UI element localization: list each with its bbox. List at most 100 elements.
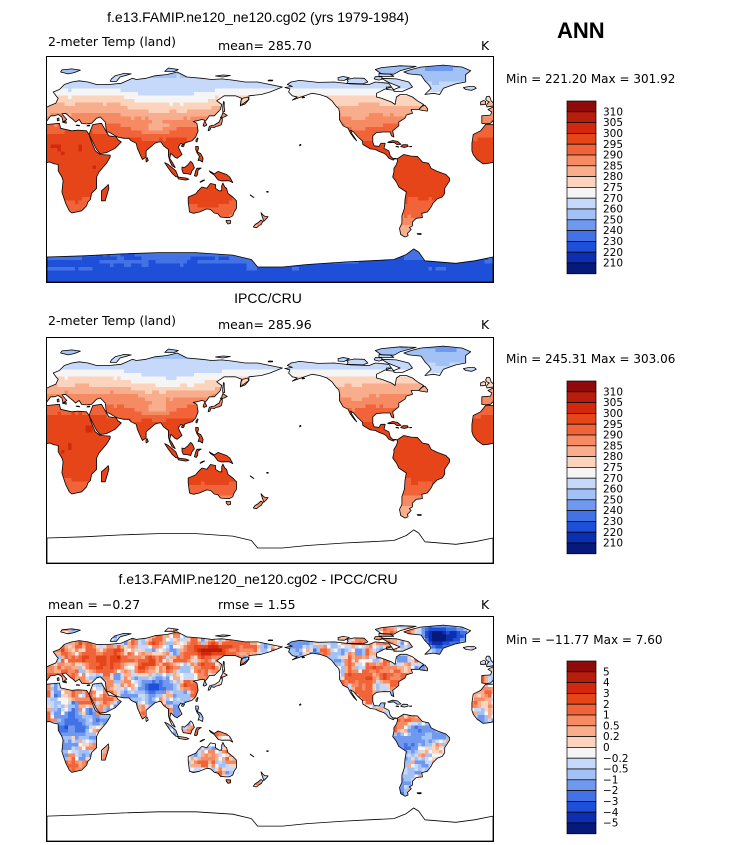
- panel1-variable: 2-meter Temp (land): [48, 34, 176, 49]
- colorbar-box: [566, 165, 597, 177]
- colorbar-box: [566, 542, 597, 555]
- coastlines: [47, 64, 493, 282]
- panel1-colorbar: 310 305 300 295 290 285 280 275 270 260 250 240 230 2…: [566, 100, 627, 276]
- panel3-mean-label: mean =: [48, 597, 98, 612]
- colorbar-tick-label: −4: [603, 807, 619, 819]
- panel2-colorbar-svg: 3103053002952902852802752702602502402302…: [566, 380, 623, 555]
- colorbar-tick-label: 250: [603, 494, 623, 506]
- panel2-colorbar: 310 305 300 295 290 285 280 275 270 260 250 240 230 2…: [566, 380, 627, 556]
- panel2-map: [46, 337, 494, 564]
- colorbar-box: [566, 736, 597, 748]
- panel1-max-label: Max =: [591, 72, 630, 86]
- colorbar-box: [566, 714, 597, 727]
- panel3-minmax: Min = −11.77 Max = 7.60: [506, 633, 662, 647]
- panel1-title: f.e13.FAMIP.ne120_ne120.cg02 (yrs 1979-1…: [0, 9, 516, 25]
- panel1-min-value: 221.20: [545, 72, 587, 86]
- panel3-title: f.e13.FAMIP.ne120_ne120.cg02 - IPCC/CRU: [0, 571, 516, 587]
- colorbar-tick-label: −1: [603, 774, 618, 786]
- colorbar-box: [566, 143, 597, 156]
- panel3-units: K: [481, 597, 489, 612]
- colorbar-tick-label: 280: [603, 451, 623, 463]
- colorbar-tick-label: 300: [603, 128, 623, 140]
- colorbar-box: [566, 251, 597, 264]
- colorbar-tick-label: 260: [603, 204, 623, 216]
- colorbar-tick-label: 305: [603, 117, 623, 129]
- colorbar-box: [566, 413, 597, 425]
- colorbar-tick-label: 240: [603, 225, 623, 237]
- panel2-title: IPCC/CRU: [0, 290, 536, 306]
- panel3-mean-value: −0.27: [102, 597, 140, 612]
- map-field-cells: [47, 65, 493, 282]
- panel1-max-value: 301.92: [633, 72, 675, 86]
- colorbar-tick-label: 295: [603, 139, 623, 151]
- colorbar-box: [566, 154, 597, 167]
- colorbar-tick-label: 310: [603, 106, 623, 118]
- colorbar-box: [566, 531, 597, 544]
- colorbar-box: [566, 111, 597, 123]
- colorbar-box: [566, 747, 597, 759]
- colorbar-tick-label: 230: [603, 236, 623, 248]
- panel2-minmax: Min = 245.31 Max = 303.06: [506, 352, 675, 366]
- panel1-map-svg: [47, 64, 493, 282]
- colorbar-box: [566, 133, 597, 145]
- colorbar-tick-label: 300: [603, 408, 623, 420]
- colorbar-tick-label: 285: [603, 440, 623, 452]
- panel2-max-label: Max =: [591, 352, 630, 366]
- colorbar-box: [566, 499, 597, 511]
- panel2-mean-label: mean=: [218, 317, 264, 332]
- panel3-mean: mean = −0.27: [48, 597, 140, 612]
- colorbar-tick-label: 220: [603, 247, 623, 259]
- colorbar-box: [566, 187, 597, 199]
- colorbar-box: [566, 241, 597, 253]
- colorbar-tick-label: 290: [603, 430, 623, 442]
- colorbar-box: [566, 703, 597, 716]
- colorbar-tick-label: 310: [603, 386, 623, 398]
- panel3-rmse-label: rmse =: [218, 597, 264, 612]
- colorbar-box: [566, 445, 597, 457]
- panel2-map-svg: [47, 345, 493, 563]
- colorbar-box: [566, 391, 597, 403]
- colorbar-tick-label: 3: [603, 688, 610, 700]
- colorbar-box: [566, 725, 597, 737]
- colorbar-box: [566, 230, 597, 242]
- colorbar-tick-label: 285: [603, 160, 623, 172]
- colorbar-tick-label: 0.2: [603, 731, 620, 743]
- colorbar-box: [566, 477, 597, 490]
- colorbar-tick-label: 0: [603, 742, 610, 754]
- colorbar-box: [566, 693, 597, 705]
- panel1-units: K: [481, 38, 489, 53]
- colorbar-box: [566, 402, 597, 414]
- colorbar-tick-label: 260: [603, 484, 623, 496]
- colorbar-tick-label: −2: [603, 785, 618, 797]
- colorbar-box: [566, 434, 597, 447]
- colorbar-box: [566, 521, 597, 533]
- colorbar-box: [566, 768, 597, 781]
- colorbar-tick-label: 305: [603, 397, 623, 409]
- colorbar-box: [566, 176, 597, 188]
- colorbar-box: [566, 660, 597, 673]
- colorbar-box: [566, 380, 597, 393]
- colorbar-tick-label: 0.5: [603, 720, 620, 732]
- colorbar-tick-label: −0.2: [603, 753, 629, 765]
- panel1-min-label: Min =: [506, 72, 541, 86]
- colorbar-box: [566, 822, 597, 835]
- colorbar-box: [566, 456, 597, 468]
- panel2-mean: mean= 285.96: [218, 317, 312, 332]
- panel3-max-value: 7.60: [636, 633, 663, 647]
- panel2-min-label: Min =: [506, 352, 541, 366]
- panel2-mean-value: 285.96: [268, 317, 312, 332]
- colorbar-tick-label: 275: [603, 182, 623, 194]
- colorbar-box: [566, 682, 597, 694]
- panel3-rmse: rmse = 1.55: [218, 597, 296, 612]
- panel2-units: K: [481, 317, 489, 332]
- panel1-minmax: Min = 221.20 Max = 301.92: [506, 72, 675, 86]
- colorbar-tick-label: 230: [603, 516, 623, 528]
- colorbar-box: [566, 208, 597, 221]
- colorbar-tick-label: −0.5: [603, 764, 629, 776]
- map-field-cells: [47, 346, 493, 518]
- panel2-max-value: 303.06: [633, 352, 675, 366]
- colorbar-tick-label: −3: [603, 796, 618, 808]
- colorbar-tick-label: 210: [603, 258, 623, 270]
- colorbar-tick-label: −5: [603, 818, 618, 830]
- panel3-min-label: Min =: [506, 633, 541, 647]
